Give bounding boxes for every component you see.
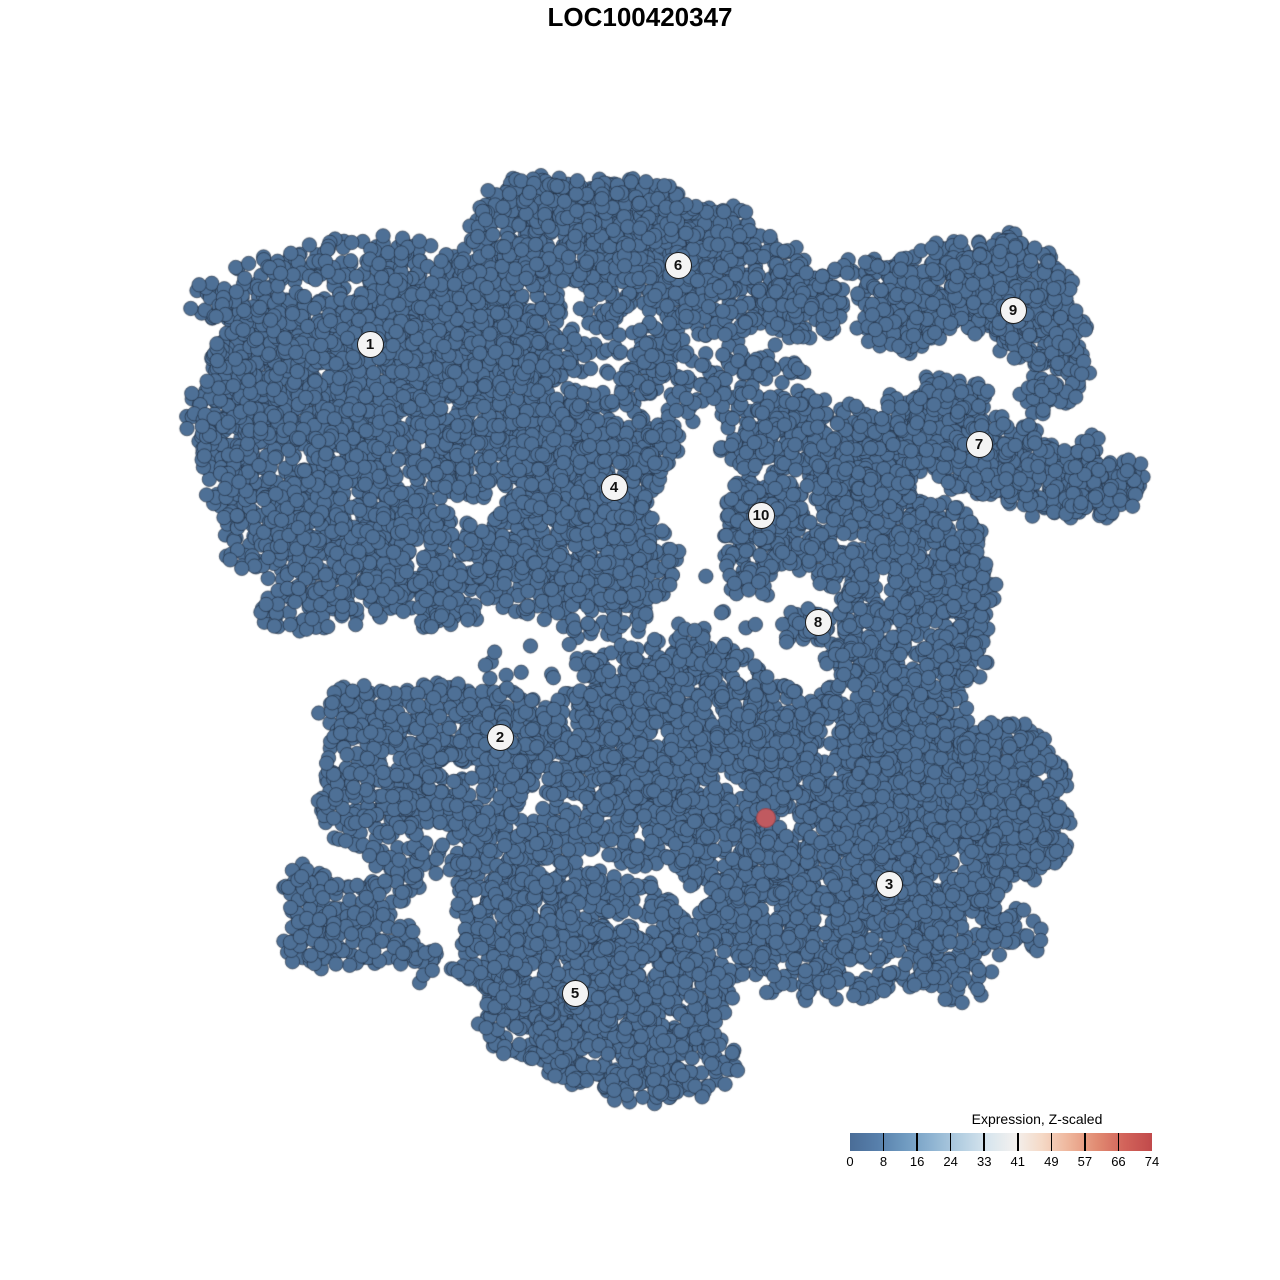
legend-title: Expression, Z-scaled [971, 1111, 1103, 1127]
cluster-label-3: 3 [875, 870, 903, 898]
legend-tick-label: 57 [1077, 1154, 1093, 1169]
legend-tick [882, 1133, 885, 1151]
legend-tick-label: 74 [1144, 1154, 1160, 1169]
cluster-label-4: 4 [600, 473, 628, 501]
cluster-label-7: 7 [965, 430, 993, 458]
legend-tick-label: 24 [943, 1154, 958, 1169]
legend-tick [949, 1133, 952, 1151]
legend-tick [983, 1133, 986, 1151]
legend-tick [916, 1133, 918, 1151]
legend-gradient-bar [850, 1133, 1152, 1151]
cluster-label-2: 2 [486, 723, 514, 751]
legend-tick-label: 16 [909, 1154, 925, 1169]
legend-tick-label: 8 [879, 1154, 888, 1169]
legend-tick-label: 0 [846, 1154, 854, 1169]
legend-tick-label: 41 [1010, 1154, 1025, 1169]
legend-tick-label: 66 [1111, 1154, 1126, 1169]
legend-tick [1084, 1133, 1086, 1151]
cluster-label-10: 10 [747, 501, 775, 529]
page-title: LOC100420347 [547, 2, 733, 32]
legend-tick [1117, 1133, 1120, 1151]
legend-tick [1016, 1133, 1019, 1151]
cluster-label-9: 9 [999, 296, 1027, 324]
cluster-label-8: 8 [804, 608, 832, 636]
cluster-label-5: 5 [561, 979, 589, 1007]
cluster-label-6: 6 [664, 251, 692, 279]
cluster-label-1: 1 [356, 330, 384, 358]
legend-tick-label: 49 [1044, 1154, 1059, 1169]
legend-tick-label: 33 [976, 1154, 992, 1169]
legend-tick [1050, 1133, 1053, 1151]
